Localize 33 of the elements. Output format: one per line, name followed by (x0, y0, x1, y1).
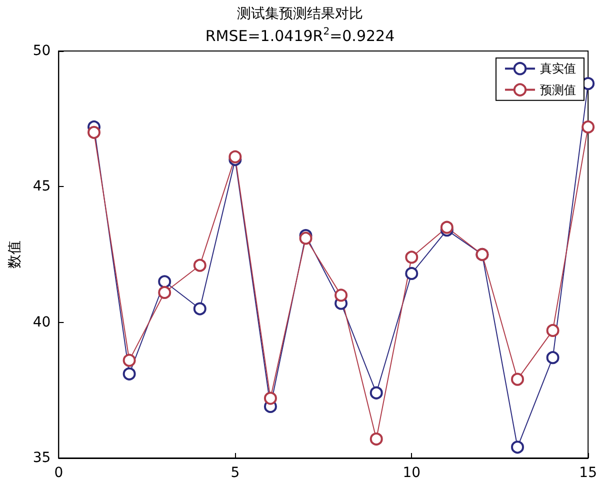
point (193, 302, 206, 316)
y-tick-label: 40 (32, 314, 51, 330)
point (370, 432, 383, 446)
point (158, 286, 172, 299)
chart-title: 测试集预测结果对比 (237, 6, 363, 22)
y-tick-label: 35 (32, 450, 51, 466)
point (299, 232, 312, 245)
point (511, 372, 524, 386)
point (122, 354, 136, 367)
point (546, 324, 560, 337)
y-tick-label: 50 (32, 43, 51, 59)
point (193, 258, 206, 272)
point (440, 220, 454, 234)
point (405, 250, 418, 264)
point (370, 386, 383, 400)
point (511, 440, 524, 454)
point (228, 150, 242, 164)
y-axis-title: 数值 (7, 240, 23, 268)
x-tick-label: 15 (579, 465, 598, 481)
point (264, 392, 277, 405)
point (158, 275, 172, 288)
point (334, 288, 348, 302)
point (582, 120, 595, 134)
point (88, 126, 101, 139)
legend-label: 真实值 (540, 62, 576, 76)
y-tick-label: 45 (32, 178, 51, 195)
point (122, 367, 136, 380)
x-tick-label: 10 (402, 465, 421, 481)
point (546, 351, 560, 364)
x-tick-label: 5 (230, 465, 240, 481)
legend-label: 预测值 (540, 82, 576, 97)
point (405, 266, 418, 280)
x-tick-label: 0 (54, 465, 64, 481)
